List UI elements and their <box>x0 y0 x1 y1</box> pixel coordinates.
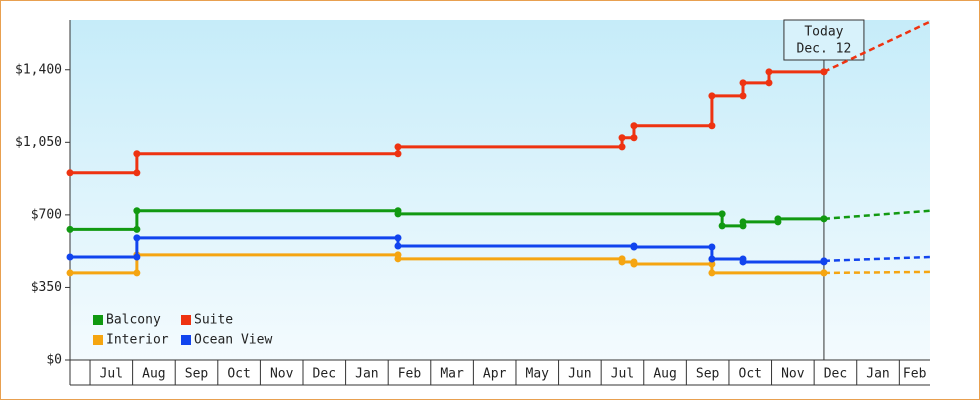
point <box>708 92 716 100</box>
point <box>133 207 141 215</box>
x-tick-label: Jul <box>100 367 123 382</box>
x-tick-label: Dec <box>313 367 336 382</box>
point <box>739 79 747 87</box>
x-tick-label: Oct <box>227 367 250 382</box>
today-label: Today <box>804 25 843 40</box>
point <box>739 92 747 100</box>
point <box>133 150 141 158</box>
y-tick-label: $700 <box>31 207 62 222</box>
point <box>630 260 638 268</box>
point <box>66 225 74 233</box>
legend-label: Suite <box>194 313 233 328</box>
point <box>630 134 638 142</box>
point <box>708 255 716 263</box>
legend-label: Ocean View <box>194 333 272 348</box>
y-tick-label: $0 <box>46 353 62 368</box>
x-tick-label: Sep <box>696 367 720 382</box>
point <box>618 258 626 266</box>
point <box>718 222 726 230</box>
x-tick-label: Nov <box>270 367 294 382</box>
point <box>708 269 716 277</box>
x-tick-label: Feb <box>903 367 927 382</box>
point <box>133 169 141 177</box>
x-tick-label: Sep <box>185 367 209 382</box>
point <box>133 269 141 277</box>
point <box>718 210 726 218</box>
point <box>708 243 716 251</box>
point <box>774 215 782 223</box>
point <box>765 68 773 76</box>
x-tick-label: Dec <box>824 367 847 382</box>
point <box>394 210 402 218</box>
x-tick-label: Oct <box>739 367 762 382</box>
legend-swatch <box>181 335 191 345</box>
y-tick-label: $1,050 <box>15 135 62 150</box>
point <box>708 260 716 268</box>
point <box>618 134 626 142</box>
x-tick-label: Jan <box>355 367 378 382</box>
forecast-line <box>823 270 931 275</box>
point <box>630 243 638 251</box>
legend-swatch <box>93 315 103 325</box>
x-tick-label: Apr <box>483 367 507 382</box>
legend-swatch <box>93 335 103 345</box>
forecast-line <box>823 209 931 221</box>
point <box>630 122 638 130</box>
point <box>394 234 402 242</box>
point <box>394 143 402 151</box>
legend-swatch <box>181 315 191 325</box>
x-tick-label: Jul <box>611 367 634 382</box>
x-tick-label: Aug <box>142 367 165 382</box>
point <box>394 242 402 250</box>
point <box>708 122 716 130</box>
x-tick-label: Nov <box>781 367 805 382</box>
point <box>618 143 626 151</box>
legend-label: Balcony <box>106 313 161 328</box>
forecast-line <box>823 255 931 263</box>
x-tick-label: Jun <box>568 367 591 382</box>
x-tick-label: Jan <box>866 367 889 382</box>
point <box>133 253 141 261</box>
point <box>739 258 747 266</box>
y-tick-label: $350 <box>31 280 62 295</box>
x-tick-label: Aug <box>653 367 676 382</box>
point <box>765 79 773 87</box>
today-label: Dec. 12 <box>797 42 852 57</box>
point <box>394 255 402 263</box>
today-box <box>783 19 865 61</box>
point <box>394 150 402 158</box>
point <box>66 169 74 177</box>
point <box>133 225 141 233</box>
y-tick-label: $1,400 <box>15 62 62 77</box>
point <box>133 234 141 242</box>
point <box>66 269 74 277</box>
point <box>739 218 747 226</box>
legend-label: Interior <box>106 333 169 348</box>
x-tick-label: Mar <box>440 367 464 382</box>
point <box>66 253 74 261</box>
x-tick-label: May <box>526 367 550 382</box>
x-tick-label: Feb <box>398 367 422 382</box>
plot-area <box>70 20 930 360</box>
